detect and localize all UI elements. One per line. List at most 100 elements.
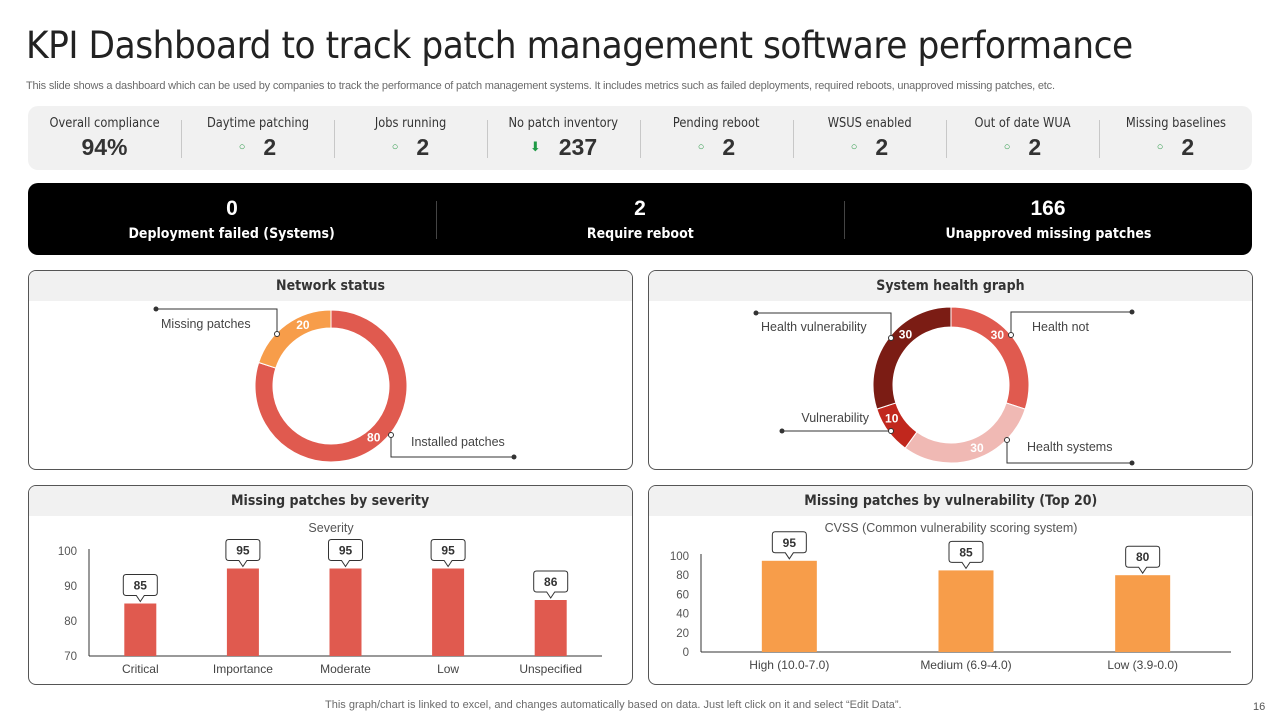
kpi-wsus-enabled: WSUS enabled ○ 2 — [793, 106, 946, 170]
kpi-label: Pending reboot — [673, 115, 760, 131]
data-callout — [225, 539, 261, 568]
y-tick-label: 80 — [676, 570, 689, 582]
data-label: 85 — [959, 545, 973, 559]
x-tick-label: Medium (6.9-4.0) — [920, 658, 1011, 672]
page-number: 16 — [1253, 701, 1266, 713]
circle-outline-icon: ○ — [238, 141, 246, 153]
donut-slice-health-not — [950, 306, 1030, 410]
data-callout — [771, 531, 807, 560]
summary-value: 2 — [634, 196, 646, 220]
chart-subtitle: CVSS (Common vulnerability scoring syste… — [825, 521, 1078, 535]
circle-outline-icon: ○ — [850, 141, 858, 153]
donut-legend-label: Vulnerability — [801, 411, 869, 425]
kpi-label: Missing baselines — [1125, 115, 1226, 131]
donut-legend-label: Health vulnerability — [761, 320, 867, 334]
data-callout — [948, 540, 984, 570]
vulnerability-chart[interactable]: CVSS (Common vulnerability scoring syste… — [649, 516, 1253, 685]
circle-outline-icon: ○ — [697, 141, 705, 153]
y-tick-label: 100 — [670, 551, 689, 563]
panel-title: Network status — [276, 278, 385, 294]
summary-label: Require reboot — [586, 225, 694, 242]
kpi-jobs-running: Jobs running ○ 2 — [334, 106, 487, 170]
panel-title: Missing patches by vulnerability (Top 20… — [804, 493, 1097, 509]
vulnerability-panel: Missing patches by vulnerability (Top 20… — [648, 485, 1253, 685]
data-label: 95 — [339, 544, 353, 558]
leader-line — [390, 435, 514, 458]
donut-slice-missing-patches — [258, 309, 332, 369]
donut-value-label: 30 — [970, 441, 984, 455]
data-label: 80 — [1136, 550, 1150, 564]
leader-line — [1006, 440, 1132, 464]
leader-anchor — [888, 428, 894, 434]
kpi-value: 94% — [81, 133, 128, 160]
system-health-panel: System health graph 30 Health not 30 Health… — [648, 270, 1253, 470]
donut-value-label: 30 — [991, 328, 1005, 342]
kpi-label: Overall compliance — [49, 115, 160, 131]
circle-outline-icon: ○ — [391, 141, 399, 153]
kpi-label: Daytime patching — [206, 115, 309, 131]
donut-slice-installed-patches — [254, 309, 408, 463]
kpi-out-of-date-wua: Out of date WUA ○ 2 — [946, 106, 1099, 170]
data-callout — [430, 539, 466, 568]
page-title: KPI Dashboard to track patch management … — [26, 24, 1133, 67]
y-tick-label: 80 — [64, 616, 77, 628]
data-label: 95 — [236, 544, 250, 558]
donut-legend-label: Health systems — [1027, 440, 1112, 454]
kpi-label: Jobs running — [374, 115, 447, 131]
summary-require-reboot: 2 Require reboot — [436, 183, 844, 255]
donut-value-label: 30 — [899, 327, 913, 341]
network-status-chart[interactable]: 80 Installed patches 20 Missing patches — [29, 301, 633, 470]
y-tick-label: 90 — [64, 581, 77, 593]
donut-legend-label: Missing patches — [161, 317, 251, 331]
leader-anchor — [1004, 437, 1010, 443]
leader-dot — [1129, 309, 1135, 315]
kpi-pending-reboot: Pending reboot ○ 2 — [640, 106, 793, 170]
kpi-daytime-patching: Daytime patching ○ 2 — [181, 106, 334, 170]
panel-title: Missing patches by severity — [231, 493, 430, 509]
x-tick-label: Low — [437, 662, 459, 676]
x-tick-label: Critical — [122, 662, 159, 676]
data-label: 85 — [134, 579, 148, 593]
system-health-chart[interactable]: 30 Health not 30 Health systems 10 Vulnerabil… — [649, 301, 1253, 470]
bar-moderate — [329, 568, 362, 656]
page-subtitle: This slide shows a dashboard which can b… — [26, 80, 1055, 92]
donut-value-label: 20 — [296, 318, 310, 332]
kpi-missing-baselines: Missing baselines ○ 2 — [1099, 106, 1252, 170]
kpi-value: 237 — [558, 133, 598, 160]
circle-outline-icon: ○ — [1156, 141, 1164, 153]
leader-anchor — [388, 432, 394, 438]
severity-chart[interactable]: Severity 70 80 90 100 85 Critical 95 Importance 9… — [29, 516, 633, 685]
summary-unapproved-missing: 166 Unapproved missing patches — [844, 183, 1252, 255]
kpi-value: 2 — [1181, 133, 1195, 160]
y-tick-label: 100 — [58, 546, 77, 558]
summary-label: Unapproved missing patches — [945, 225, 1151, 242]
leader-anchor — [274, 331, 280, 337]
x-tick-label: Unspecified — [519, 662, 582, 676]
bar-unspecified — [534, 600, 567, 656]
leader-dot — [753, 310, 759, 316]
panel-title: System health graph — [876, 278, 1025, 294]
kpi-value: 2 — [416, 133, 430, 160]
donut-value-label: 10 — [885, 411, 899, 425]
summary-deployment-failed: 0 Deployment failed (Systems) — [28, 183, 436, 255]
chart-subtitle: Severity — [308, 521, 354, 535]
data-callout — [328, 539, 363, 568]
x-tick-label: Moderate — [320, 662, 371, 676]
data-label: 95 — [441, 544, 455, 558]
y-tick-label: 0 — [683, 647, 689, 659]
kpi-label: No patch inventory — [508, 115, 619, 131]
leader-anchor — [888, 335, 894, 341]
bar-critical — [124, 603, 157, 656]
leader-dot — [511, 454, 517, 460]
y-tick-label: 70 — [64, 651, 77, 663]
bar-importance — [226, 568, 259, 656]
leader-line — [156, 308, 278, 334]
x-tick-label: High (10.0-7.0) — [749, 658, 829, 672]
donut-legend-label: Health not — [1032, 320, 1090, 334]
y-tick-label: 60 — [676, 589, 689, 601]
leader-line — [756, 312, 892, 338]
bar-medium-6-9-4-0 — [938, 570, 994, 652]
leader-dot — [779, 428, 785, 434]
kpi-label: WSUS enabled — [827, 115, 912, 131]
kpi-value: 2 — [722, 133, 736, 160]
